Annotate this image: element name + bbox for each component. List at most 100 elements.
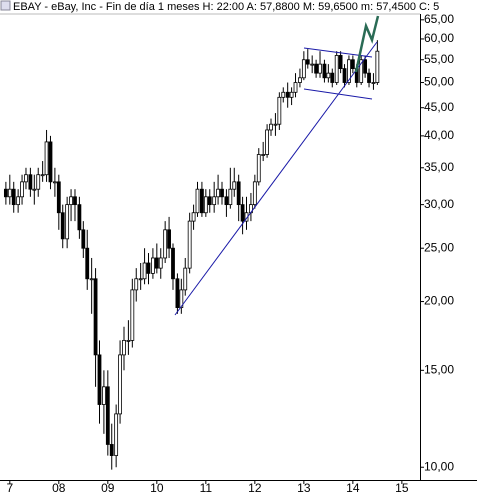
candle-body (3, 188, 8, 198)
candle-body (207, 196, 212, 206)
candle-body (16, 196, 21, 206)
candle-body (240, 204, 245, 222)
candle-body (77, 204, 82, 231)
x-tick-label: 12 (248, 481, 262, 495)
candle-body (175, 278, 180, 309)
candle-body (85, 247, 90, 280)
candle-body (305, 59, 310, 65)
x-tick-label: 08 (52, 481, 66, 495)
x-tick-label: 11 (200, 481, 213, 495)
x-tick-label: 10 (150, 481, 164, 495)
candle-body (203, 196, 208, 214)
candle-body (146, 262, 151, 274)
candle-body (179, 289, 184, 309)
candle-body (236, 181, 241, 206)
candle-body (200, 188, 204, 214)
candle-body (151, 257, 155, 274)
candle-body (269, 123, 273, 131)
candle-body (232, 181, 237, 190)
candle-body (363, 59, 368, 74)
y-tick-label: 25,00 (424, 240, 454, 254)
y-tick-label: 40,00 (424, 128, 454, 142)
candle-body (298, 77, 302, 83)
candle-body (158, 257, 163, 269)
candle-body (187, 220, 192, 269)
candle-body (171, 247, 175, 280)
candle-body (40, 174, 45, 177)
candle-body (318, 63, 322, 74)
header-icon (0, 0, 11, 11)
candle-body (65, 204, 70, 240)
x-tick-label: 15 (395, 481, 409, 495)
candle-body (216, 188, 220, 198)
candle-body (224, 196, 229, 206)
candle-body (342, 68, 347, 83)
candle-body (265, 129, 269, 155)
candle-body (310, 63, 315, 66)
candle-body (24, 174, 28, 183)
y-tick-label: 60,00 (424, 31, 454, 45)
candle-body (326, 72, 331, 79)
candle-body (73, 196, 77, 206)
candle-body (163, 229, 168, 259)
candle-body (191, 212, 196, 222)
candle-body (338, 55, 343, 69)
candle-body (32, 188, 37, 191)
candle-body (154, 257, 159, 269)
candle-body (220, 188, 224, 198)
trend-line (174, 41, 378, 316)
candle-body (56, 181, 61, 214)
candle-body (228, 188, 233, 206)
x-tick-label: 14 (346, 481, 360, 495)
candle-body (350, 59, 355, 69)
candle-body (52, 181, 57, 184)
candle-body (212, 196, 217, 206)
candle-body (48, 141, 53, 183)
plot-area: 10,00 15,00 20,00 25,00 30,00 35,00 40,00 45,00… (3, 12, 454, 495)
candle-body (105, 386, 110, 445)
candle-body (142, 262, 147, 280)
candle-body (375, 50, 380, 83)
y-tick-label: 20,00 (424, 294, 454, 308)
y-tick-label: 35,00 (424, 160, 454, 174)
y-tick-label: 15,00 (424, 362, 454, 376)
projection-arrow (354, 15, 380, 73)
candle-body (256, 154, 261, 183)
candle-body (130, 289, 135, 341)
candle-body (134, 278, 139, 291)
y-tick-label: 10,00 (424, 459, 454, 473)
candle-body (301, 59, 306, 79)
y-tick-label: 50,00 (424, 75, 454, 89)
candle-body (7, 188, 12, 198)
candle-body (371, 82, 376, 84)
candle-body (252, 181, 257, 206)
candle-body (273, 123, 278, 126)
candle-body (122, 339, 126, 356)
candle-body (285, 91, 290, 98)
candle-body (195, 188, 200, 214)
candle-body (347, 59, 351, 83)
candle-body (36, 174, 41, 190)
candle-body (81, 229, 86, 249)
candle-body (359, 59, 364, 83)
candle-body (44, 141, 49, 176)
chart-title: EBAY - eBay, Inc - Fin de día 1 meses H:… (13, 1, 439, 13)
candle-body (322, 63, 327, 79)
candle-body (93, 278, 98, 356)
candle-body (60, 212, 65, 240)
y-tick-label: 65,00 (424, 12, 454, 26)
channel-lower (303, 88, 373, 100)
candle-body (334, 55, 339, 83)
y-tick-label: 55,00 (424, 52, 454, 66)
candle-body (126, 339, 131, 342)
y-tick-label: 45,00 (424, 100, 454, 114)
candle-body (89, 278, 94, 281)
x-tick-label: 7 (6, 481, 13, 495)
candle-body (138, 278, 143, 281)
candle-body (367, 72, 371, 83)
y-tick-label: 30,00 (424, 197, 454, 211)
candle-body (281, 91, 286, 98)
candle-body (293, 82, 298, 93)
